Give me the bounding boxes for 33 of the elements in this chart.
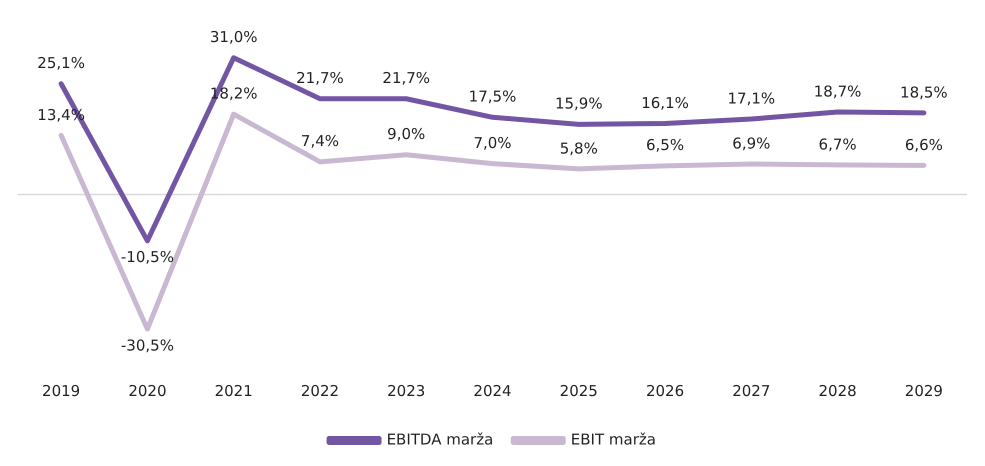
data-label: 18,7% — [814, 82, 862, 100]
data-label: 21,7% — [382, 69, 430, 88]
data-label: 17,1% — [727, 89, 776, 108]
data-label: -30,5% — [120, 336, 174, 354]
x-tick-label: 2022 — [300, 382, 340, 400]
x-tick-label: 2019 — [42, 382, 80, 400]
data-label: 31,0% — [210, 28, 258, 46]
x-tick-label: 2020 — [128, 382, 167, 400]
data-label: 6,9% — [732, 134, 770, 152]
data-label: 15,9% — [554, 94, 603, 113]
data-label: 6,5% — [646, 136, 684, 154]
x-tick-label: 2028 — [818, 382, 857, 400]
x-tick-label: 2025 — [560, 382, 598, 400]
legend-label: EBITDA marža — [386, 430, 494, 448]
x-tick-label: 2026 — [646, 382, 684, 400]
data-label: 7,4% — [300, 132, 340, 150]
data-label: 17,5% — [468, 88, 516, 106]
data-label: 21,7% — [296, 69, 344, 88]
data-label: -10,5% — [120, 248, 174, 266]
x-tick-label: 2024 — [473, 382, 512, 400]
data-label: 7,0% — [473, 134, 512, 152]
data-label: 18,5% — [900, 83, 948, 102]
data-label: 5,8% — [560, 139, 598, 158]
data-label: 6,6% — [904, 136, 943, 154]
data-label: 9,0% — [387, 125, 426, 144]
x-tick-label: 2021 — [214, 382, 253, 400]
data-label: 6,7% — [818, 135, 857, 154]
x-tick-label: 2023 — [387, 382, 426, 400]
x-tick-label: 2027 — [732, 382, 770, 400]
data-label: 16,1% — [641, 94, 689, 112]
data-label: 25,1% — [37, 54, 85, 72]
legend-label: EBIT marža — [570, 430, 656, 448]
x-tick-label: 2029 — [904, 382, 943, 400]
